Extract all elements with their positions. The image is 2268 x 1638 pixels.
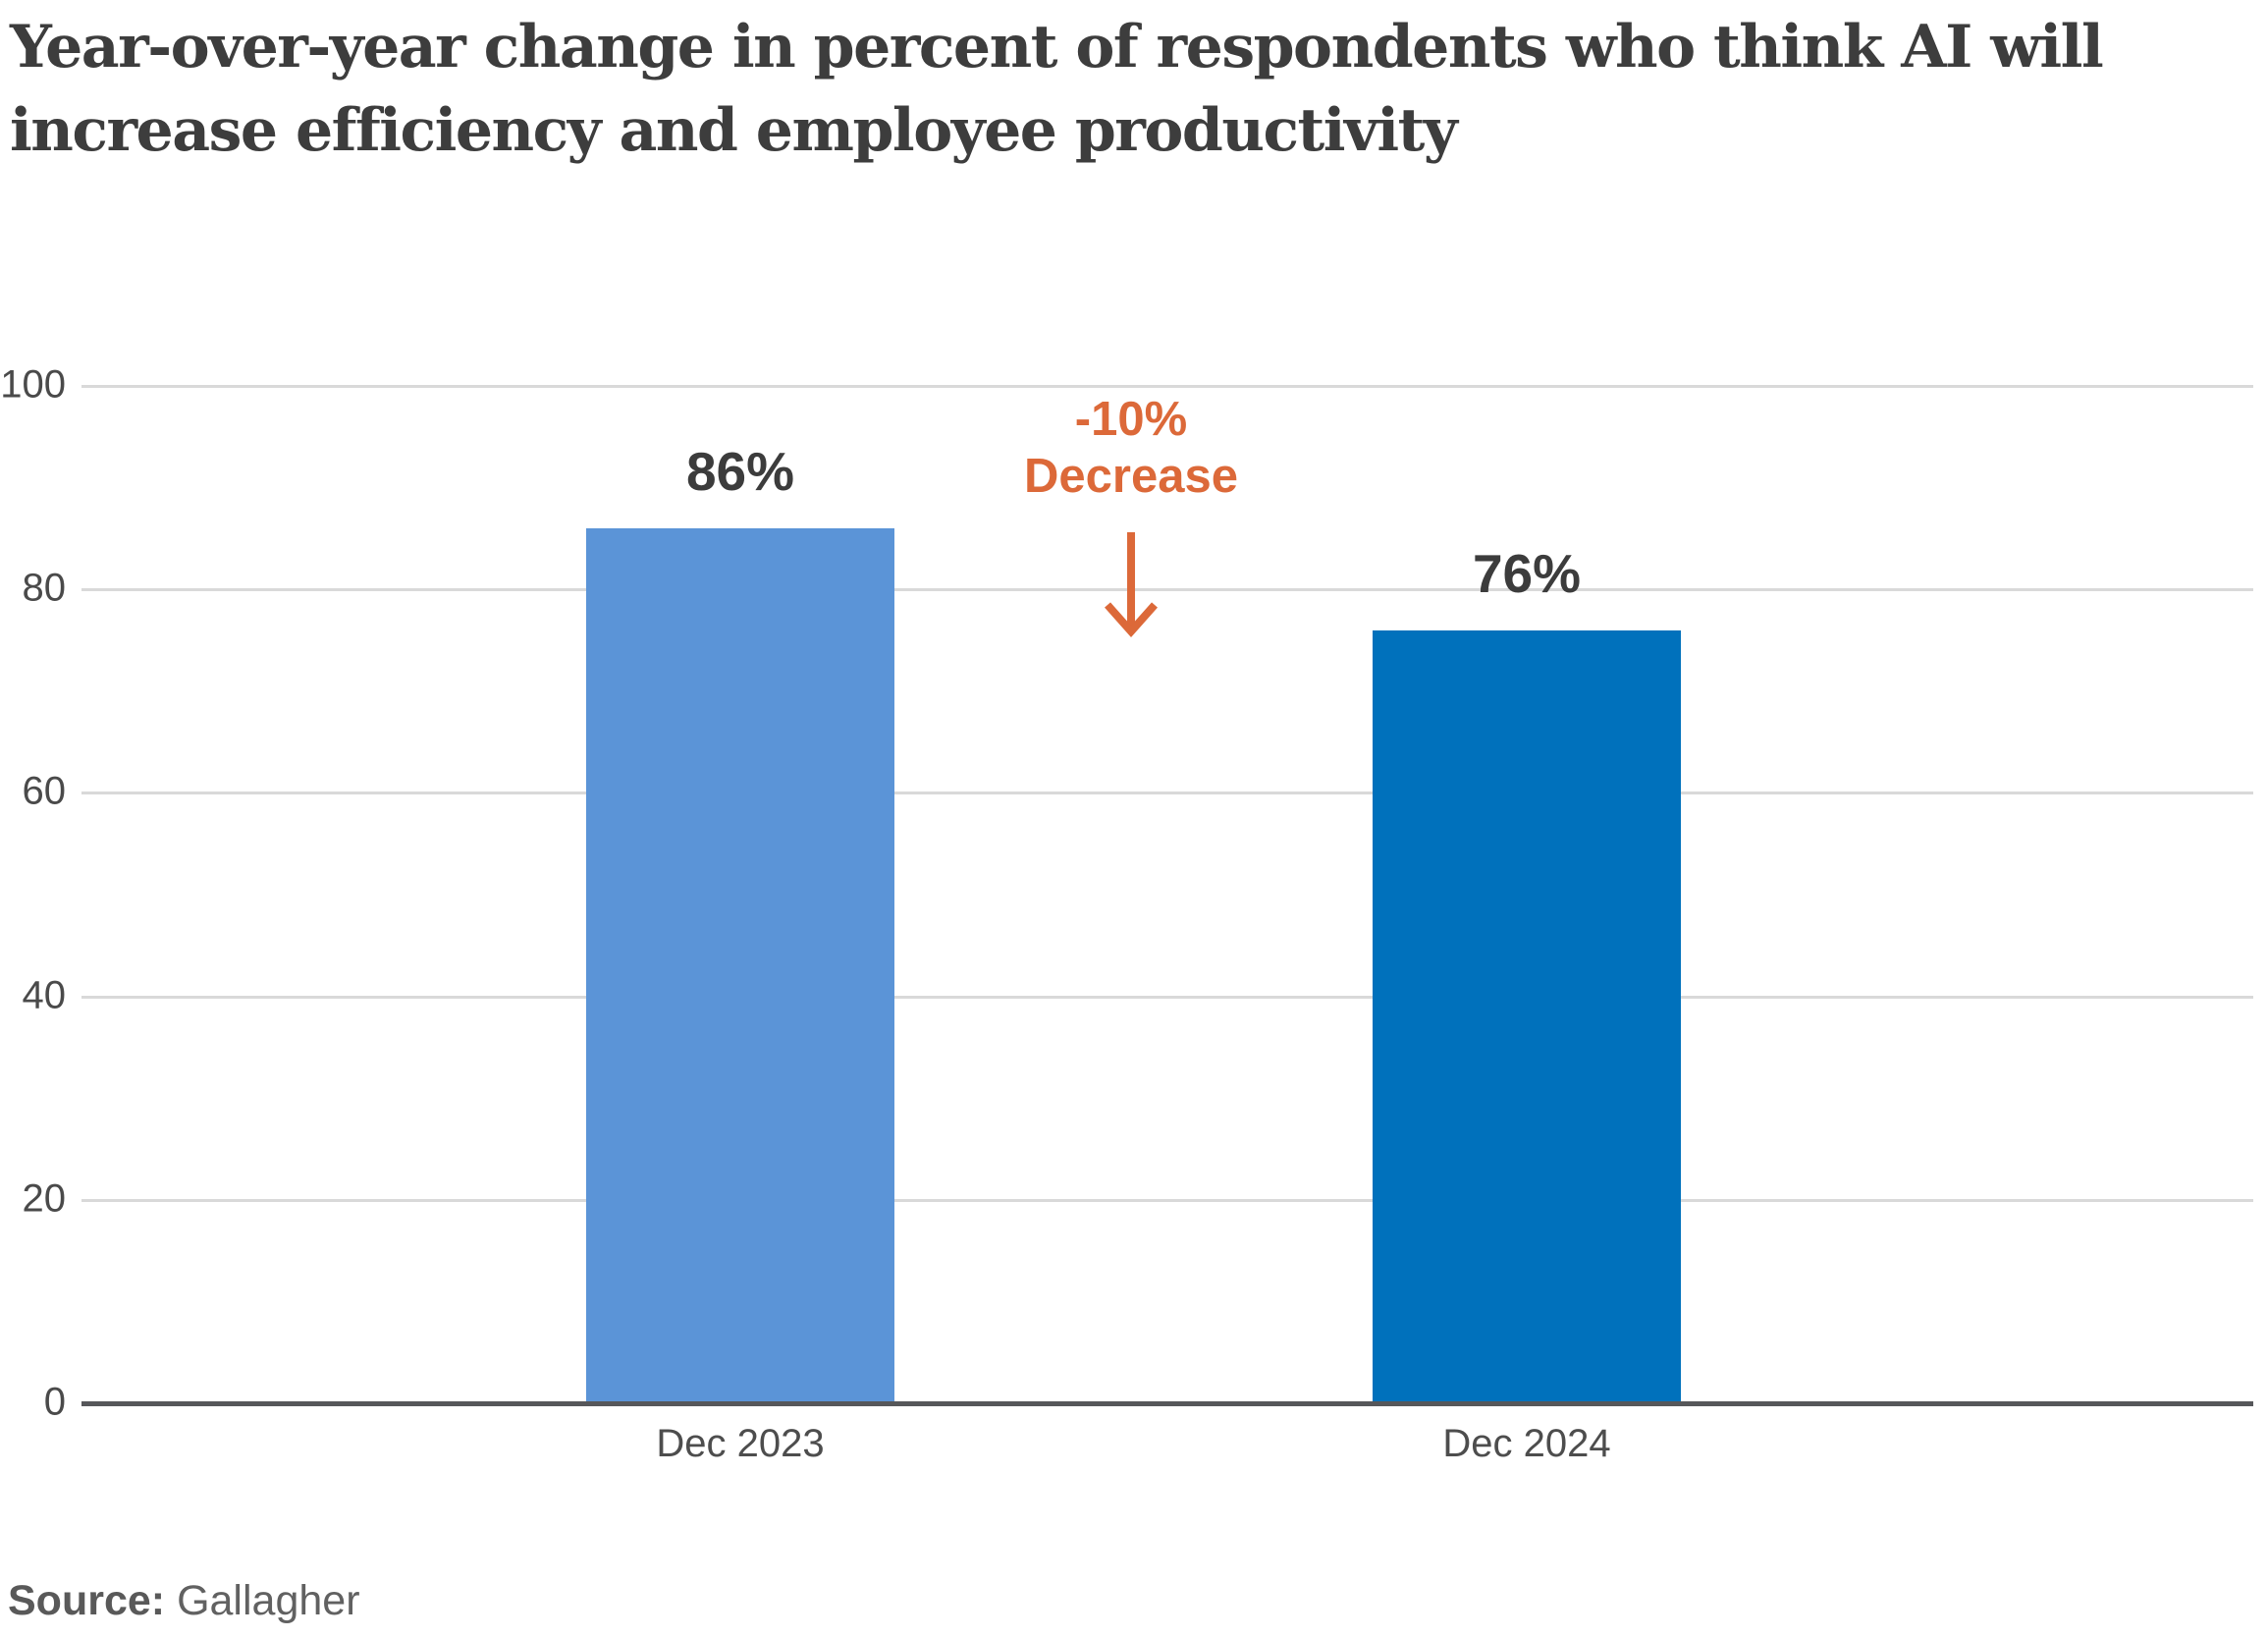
source-label: Source:	[8, 1577, 166, 1624]
x-axis-line	[81, 1401, 2253, 1406]
y-tick-100: 100	[0, 362, 66, 407]
y-tick-20: 20	[22, 1176, 67, 1221]
x-label-dec-2024: Dec 2024	[1442, 1422, 1611, 1465]
source-value: Gallagher	[177, 1577, 360, 1624]
value-label-dec-2023: 86%	[685, 441, 795, 503]
gridline-80	[81, 588, 2253, 592]
gridline-40	[81, 995, 2253, 999]
gridline-100	[81, 385, 2253, 388]
down-arrow-icon	[1105, 532, 1158, 638]
bar-dec-2024	[1373, 629, 1681, 1403]
y-tick-80: 80	[22, 566, 67, 610]
annotation-label: Decrease	[1024, 450, 1238, 503]
y-tick-60: 60	[22, 769, 67, 813]
bar-dec-2023	[586, 528, 894, 1403]
gridline-60	[81, 792, 2253, 795]
value-label-dec-2024: 76%	[1472, 542, 1582, 604]
chart-title-line-2: increase efficiency and employee product…	[10, 96, 1458, 165]
chart-title: Year-over-year change in percent of resp…	[10, 6, 2104, 173]
decrease-annotation: -10% Decrease	[1024, 391, 1238, 640]
gridline-20	[81, 1198, 2253, 1202]
x-label-dec-2023: Dec 2023	[656, 1422, 825, 1465]
annotation-value: -10%	[1074, 393, 1188, 446]
y-tick-0: 0	[43, 1380, 66, 1424]
y-tick-40: 40	[22, 973, 67, 1017]
source-note: Source: Gallagher	[8, 1577, 360, 1625]
chart-title-line-1: Year-over-year change in percent of resp…	[10, 13, 2104, 82]
